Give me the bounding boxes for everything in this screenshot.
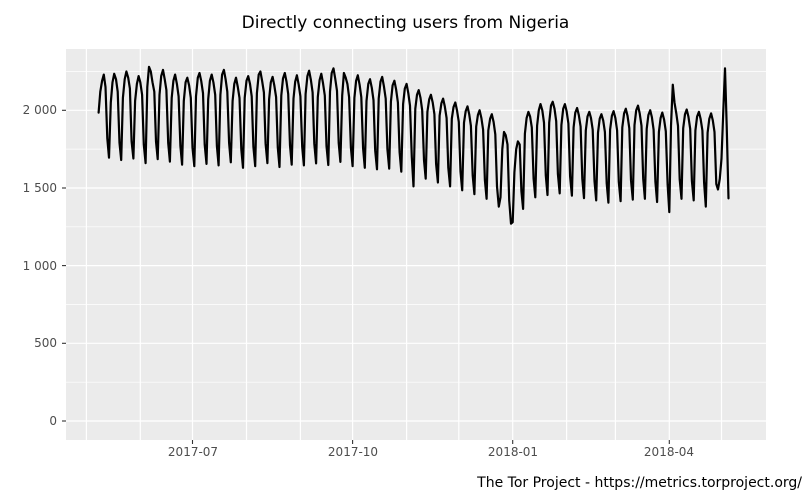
data-line: [97, 65, 730, 225]
chart-title: Directly connecting users from Nigeria: [241, 13, 570, 33]
chart-source-attribution: The Tor Project - https://metrics.torpro…: [477, 475, 802, 491]
